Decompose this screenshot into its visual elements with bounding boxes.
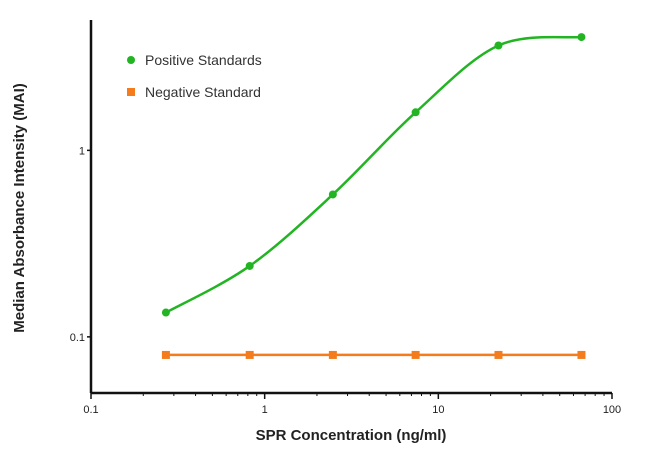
x-tick-label: 10 <box>432 404 444 416</box>
data-point-positive <box>161 308 170 317</box>
y-tick-label: 1 <box>79 145 85 157</box>
data-point-positive <box>577 33 586 42</box>
x-axis-label: SPR Concentration (ng/ml) <box>256 427 447 444</box>
data-point-negative <box>245 350 254 359</box>
data-point-negative <box>411 350 420 359</box>
data-point-positive <box>411 108 420 117</box>
legend-label-positive: Positive Standards <box>145 52 262 68</box>
data-point-positive <box>494 41 503 50</box>
x-tick-label: 0.1 <box>83 404 98 416</box>
legend-label-negative: Negative Standard <box>145 84 261 100</box>
data-point-negative <box>494 350 503 359</box>
series-layer <box>161 33 586 359</box>
x-tick-label: 1 <box>262 404 268 416</box>
axes: 0.1 1 10 100 0.1 1 <box>70 20 621 416</box>
data-point-negative <box>577 350 586 359</box>
x-tick-label: 100 <box>603 404 621 416</box>
data-point-negative <box>328 350 337 359</box>
data-point-negative <box>161 350 170 359</box>
legend-marker-negative <box>127 88 135 96</box>
legend-marker-positive <box>127 56 135 64</box>
data-point-positive <box>245 261 254 270</box>
legend: Positive Standards Negative Standard <box>127 52 262 100</box>
y-axis-label: Median Absorbance Intensity (MAI) <box>11 83 28 332</box>
data-point-positive <box>328 190 337 199</box>
y-tick-label: 0.1 <box>70 332 85 344</box>
series-line-positive <box>165 35 582 314</box>
